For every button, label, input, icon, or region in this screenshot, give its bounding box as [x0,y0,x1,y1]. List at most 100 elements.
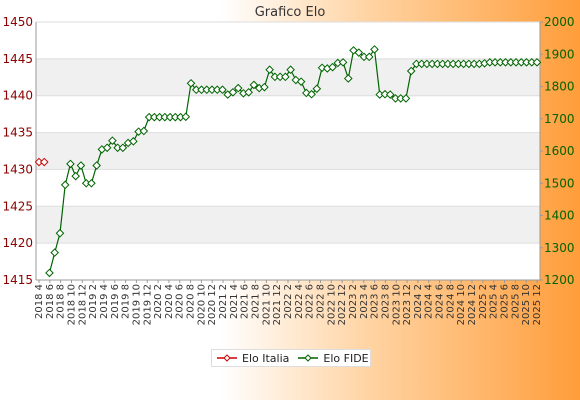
x-tick-label: 2019 2 [88,284,99,319]
data-point-1 [364,52,374,62]
plot-band [36,206,540,244]
legend-label-fide: Elo FIDE [323,351,369,365]
x-tick-label: 2022 12 [337,284,348,325]
right-tick-label: 1600 [544,144,575,158]
x-tick-label: 2018 12 [77,284,88,325]
tick-labels: 1415 1420 1425 1430 1435 1440 1445 1450 1200 1300… [2,15,574,325]
legend-swatch-fide [298,354,319,362]
x-tick-label: 2024 8 [445,284,456,319]
right-tick-label: 1400 [544,209,575,223]
x-tick-label: 2022 8 [315,284,326,319]
x-tick-label: 2020 8 [186,284,197,319]
data-point-1 [181,112,191,122]
data-point-1 [317,63,327,73]
left-tick-label: 1445 [2,52,33,66]
x-tick-label: 2018 10 [66,284,77,325]
data-point-1 [87,178,96,188]
data-point-1 [249,80,259,90]
left-tick-label: 1430 [2,162,33,176]
x-tick-label: 2024 10 [456,284,467,325]
x-tick-label: 2021 4 [229,284,240,319]
x-tick-label: 2019 4 [99,284,110,319]
right-tick-label: 1700 [544,112,575,126]
x-tick-label: 2025 4 [489,284,500,319]
left-tick-label: 1415 [2,273,33,287]
x-tick-label: 2018 4 [34,284,45,319]
x-tick-label: 2020 12 [207,284,218,325]
data-point-1 [354,48,364,57]
x-tick-label: 2019 8 [121,284,132,319]
left-tick-label: 1450 [2,15,33,29]
x-tick-label: 2018 6 [45,284,56,319]
legend-item-elo-italia: Elo Italia [216,352,289,365]
right-tick-label: 1300 [544,241,575,255]
data-point-1 [66,159,75,169]
x-tick-label: 2023 6 [370,284,381,319]
data-point-1 [281,72,290,82]
x-tick-label: 2025 10 [521,284,532,325]
data-point-1 [244,87,253,97]
left-tick-label: 1440 [2,89,33,103]
x-tick-label: 2020 2 [153,284,164,319]
x-tick-label: 2023 10 [391,284,402,325]
data-point-1 [71,171,81,181]
right-tick-label: 1500 [544,176,575,190]
data-point-1 [76,161,86,170]
x-tick-label: 2019 6 [110,284,121,319]
data-point-1 [108,136,117,145]
axes [35,21,543,283]
x-tick-label: 2024 12 [467,284,478,325]
x-tick-label: 2021 8 [251,284,262,319]
x-tick-label: 2023 8 [380,284,391,319]
data-point-1 [129,137,138,146]
plot-band [36,22,540,59]
data-point-1 [370,45,379,54]
data-point-1 [118,143,128,153]
x-tick-label: 2025 12 [532,284,543,325]
x-tick-label: 2018 8 [56,284,67,319]
x-tick-label: 2019 10 [131,284,142,325]
x-tick-label: 2021 12 [272,284,283,325]
legend-label-italia: Elo Italia [242,351,290,365]
left-tick-label: 1420 [2,236,33,250]
plot-band [36,243,540,280]
right-tick-label: 1900 [544,47,575,61]
x-tick-label: 2020 10 [196,284,207,325]
data-point-1 [186,78,196,88]
x-tick-label: 2022 2 [283,284,294,319]
x-tick-label: 2023 2 [348,284,359,319]
x-tick-label: 2022 6 [305,284,316,319]
series-layer [34,45,542,278]
data-point-1 [233,83,243,93]
data-point-1 [532,58,542,67]
x-tick-label: 2021 6 [240,284,251,319]
x-tick-label: 2025 2 [478,284,489,319]
x-tick-label: 2025 6 [500,284,511,319]
right-tick-label: 2000 [544,15,575,29]
data-point-1 [92,161,101,170]
data-point-1 [296,77,306,86]
legend: Elo Italia Elo FIDE [211,349,371,367]
data-point-1 [338,58,348,67]
plot-band [36,132,540,170]
right-tick-label: 1200 [544,273,575,287]
x-tick-label: 2020 4 [164,284,175,319]
x-tick-label: 2025 8 [510,284,521,319]
data-point-1 [265,65,274,75]
right-tick-label: 1800 [544,80,575,94]
x-tick-label: 2024 6 [435,284,446,319]
x-tick-label: 2024 4 [424,284,435,319]
legend-swatch-italia [217,354,237,362]
x-tick-label: 2023 4 [359,284,370,319]
data-point-1 [286,65,295,75]
left-tick-label: 1435 [2,126,33,140]
data-point-1 [218,85,227,95]
chart-title: Grafico Elo [255,5,326,20]
data-point-1 [228,87,238,97]
data-point-1 [102,143,112,153]
data-point-0 [39,157,49,167]
plot-band [36,95,540,133]
data-point-1 [55,228,65,238]
x-tick-label: 2021 2 [218,284,229,319]
